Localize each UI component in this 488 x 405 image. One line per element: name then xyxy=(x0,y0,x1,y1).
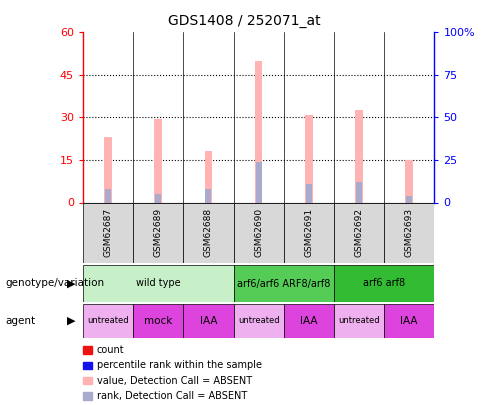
Bar xyxy=(183,202,234,263)
Text: GSM62691: GSM62691 xyxy=(305,208,313,258)
Text: mock: mock xyxy=(144,316,172,326)
Bar xyxy=(305,115,313,202)
Text: IAA: IAA xyxy=(401,316,418,326)
Text: agent: agent xyxy=(5,316,35,326)
Text: genotype/variation: genotype/variation xyxy=(5,279,104,288)
Bar xyxy=(183,304,234,338)
Text: value, Detection Call = ABSENT: value, Detection Call = ABSENT xyxy=(97,376,252,386)
Text: IAA: IAA xyxy=(200,316,217,326)
Bar xyxy=(306,184,312,202)
Bar xyxy=(133,304,183,338)
Bar xyxy=(334,265,434,302)
Text: rank, Detection Call = ABSENT: rank, Detection Call = ABSENT xyxy=(97,391,247,401)
Bar xyxy=(406,160,413,202)
Bar xyxy=(334,202,384,263)
Bar xyxy=(384,202,434,263)
Text: arf6/arf6 ARF8/arf8: arf6/arf6 ARF8/arf8 xyxy=(237,279,330,288)
Bar xyxy=(256,162,262,202)
Bar xyxy=(83,265,234,302)
Text: arf6 arf8: arf6 arf8 xyxy=(363,279,405,288)
Bar xyxy=(204,151,212,202)
Bar xyxy=(284,202,334,263)
Bar xyxy=(205,189,211,202)
Bar xyxy=(334,304,384,338)
Bar xyxy=(105,189,111,202)
Bar xyxy=(355,111,363,202)
Bar xyxy=(234,202,284,263)
Text: untreated: untreated xyxy=(87,316,129,326)
Bar xyxy=(155,119,162,202)
Text: GSM62687: GSM62687 xyxy=(103,208,113,258)
Text: ▶: ▶ xyxy=(66,279,75,288)
Bar xyxy=(284,304,334,338)
Text: IAA: IAA xyxy=(300,316,318,326)
Bar xyxy=(406,196,412,202)
Bar xyxy=(356,182,362,202)
Text: ▶: ▶ xyxy=(66,316,75,326)
Text: wild type: wild type xyxy=(136,279,181,288)
Bar xyxy=(234,265,334,302)
Text: GSM62690: GSM62690 xyxy=(254,208,263,258)
Bar xyxy=(155,194,161,202)
Text: GSM62689: GSM62689 xyxy=(154,208,163,258)
Text: GSM62688: GSM62688 xyxy=(204,208,213,258)
Bar xyxy=(234,304,284,338)
Text: GSM62692: GSM62692 xyxy=(354,209,364,257)
Text: GSM62693: GSM62693 xyxy=(405,208,414,258)
Text: untreated: untreated xyxy=(338,316,380,326)
Text: percentile rank within the sample: percentile rank within the sample xyxy=(97,360,262,370)
Text: count: count xyxy=(97,345,124,355)
Bar xyxy=(255,61,263,202)
Bar xyxy=(104,137,112,202)
Bar xyxy=(384,304,434,338)
Text: untreated: untreated xyxy=(238,316,280,326)
Bar xyxy=(83,202,133,263)
Bar xyxy=(83,304,133,338)
Bar xyxy=(133,202,183,263)
Text: GDS1408 / 252071_at: GDS1408 / 252071_at xyxy=(168,14,320,28)
